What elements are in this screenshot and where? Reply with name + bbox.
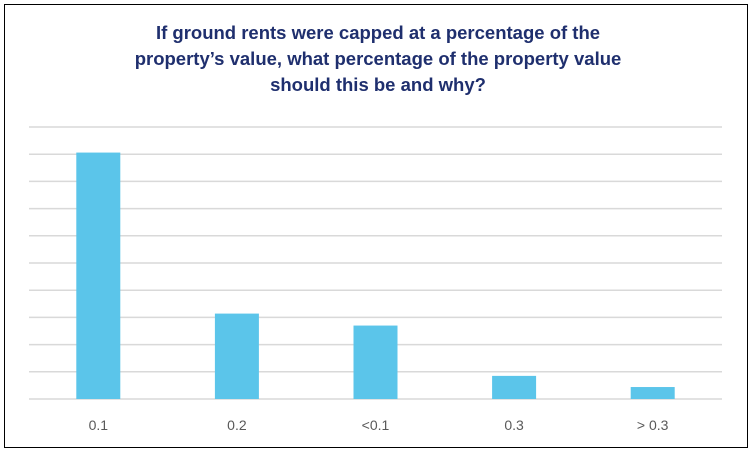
bar xyxy=(630,387,675,399)
chart-title-line: should this be and why? xyxy=(270,74,486,95)
chart-title: If ground rents were capped at a percent… xyxy=(0,20,756,98)
x-tick-label: 0.1 xyxy=(89,417,109,433)
bar xyxy=(214,313,259,399)
x-tick-label: 0.3 xyxy=(504,417,524,433)
bar xyxy=(76,152,121,399)
x-tick-label: <0.1 xyxy=(362,417,390,433)
bar xyxy=(492,375,537,399)
x-tick-label: 0.2 xyxy=(227,417,247,433)
bar xyxy=(353,325,398,399)
chart-title-line: If ground rents were capped at a percent… xyxy=(155,22,601,43)
x-tick-label: > 0.3 xyxy=(637,417,669,433)
chart-title-line: property’s value, what percentage of the… xyxy=(134,48,622,69)
